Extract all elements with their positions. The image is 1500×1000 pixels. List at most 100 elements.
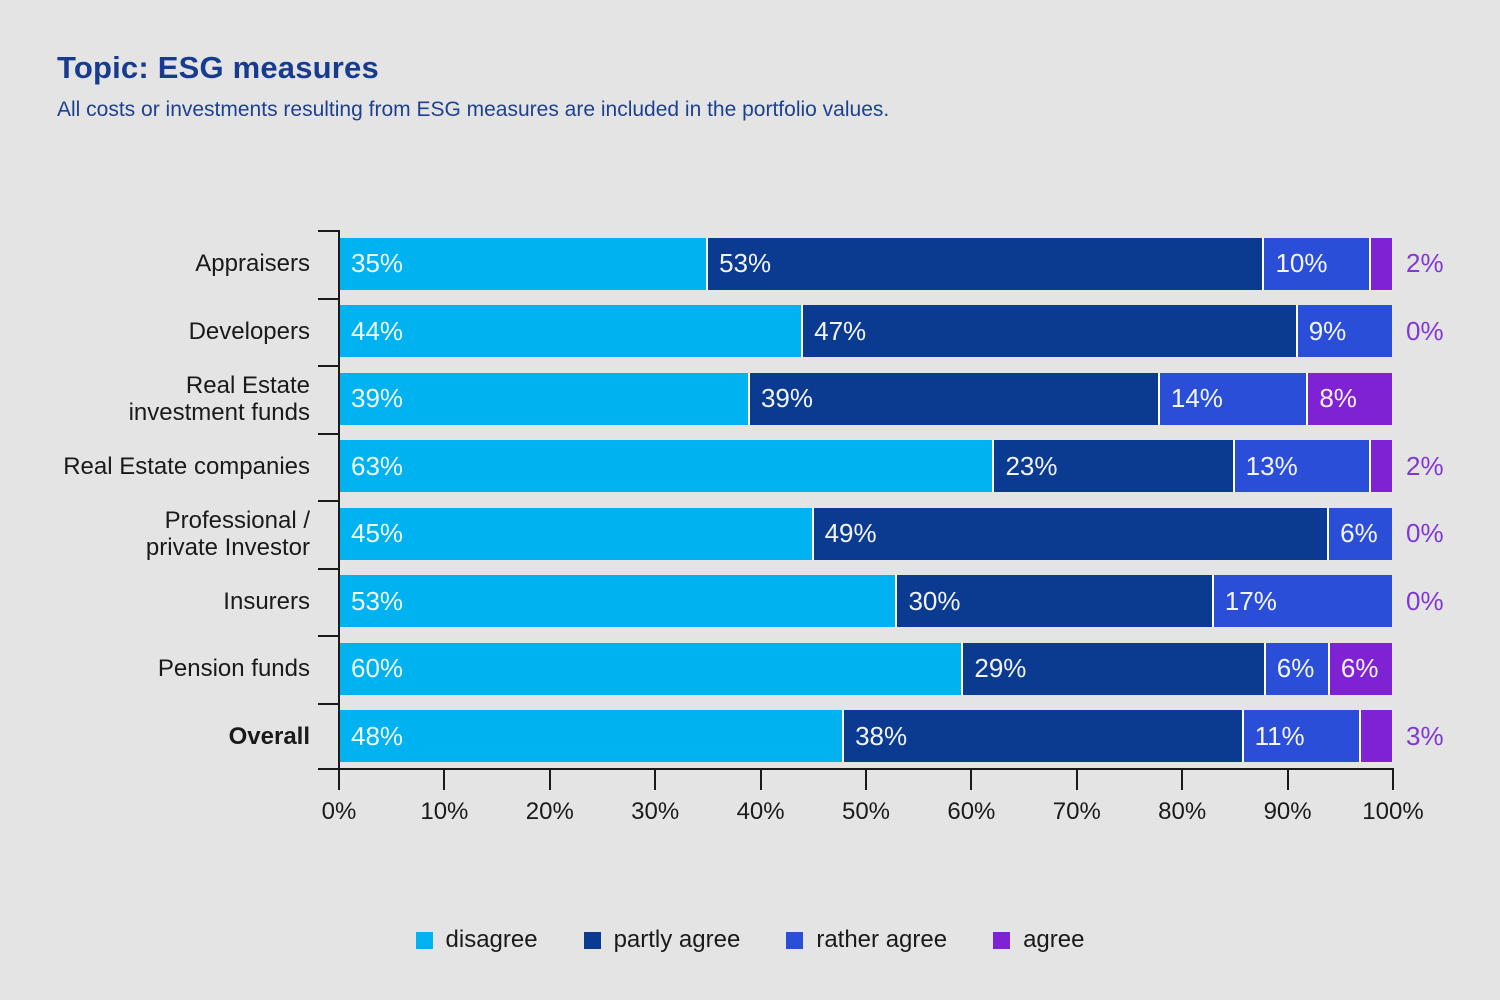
y-axis-tick	[318, 432, 338, 435]
segment-value-label: 35%	[351, 248, 404, 279]
x-axis-tick-label: 90%	[1263, 798, 1312, 825]
agree-outside-label: 0%	[1406, 315, 1444, 346]
bar-row: 53% 30% 17%	[340, 575, 1392, 628]
bar-segment-rather-agree: 9%	[1295, 305, 1392, 358]
bar-segment-partly-agree: 29%	[961, 642, 1264, 695]
bar-row: 45% 49% 6%	[340, 507, 1392, 560]
bar-segment-disagree: 45%	[340, 507, 812, 560]
x-axis-tick-label: 60%	[947, 798, 996, 825]
x-axis-tick	[1181, 770, 1184, 790]
bar-segment-partly-agree: 49%	[811, 507, 1328, 560]
agree-outside-label: 0%	[1406, 585, 1444, 616]
x-axis-tick	[548, 770, 551, 790]
chart-title: Topic: ESG measures	[57, 50, 379, 85]
segment-value-label: 6%	[1340, 518, 1378, 549]
legend-swatch-icon	[415, 931, 433, 949]
x-axis-tick-label: 30%	[631, 798, 680, 825]
category-label: Real Estate investment funds	[128, 371, 310, 426]
x-axis-tick-label: 20%	[525, 798, 574, 825]
segment-value-label: 49%	[824, 518, 877, 549]
x-axis-tick-label: 0%	[321, 798, 357, 825]
x-axis-tick	[759, 770, 762, 790]
legend-label: partly agree	[613, 926, 741, 953]
segment-value-label: 6%	[1340, 653, 1379, 684]
x-axis-tick-label: 40%	[736, 798, 785, 825]
agree-outside-label: 2%	[1406, 450, 1444, 481]
segment-value-label: 53%	[719, 248, 772, 279]
x-axis-line	[318, 768, 1394, 770]
bar-segment-rather-agree: 11%	[1241, 710, 1359, 763]
legend-label: rather agree	[816, 926, 948, 953]
x-axis-tick-label: 10%	[420, 798, 469, 825]
bar-segment-agree	[1369, 440, 1393, 493]
bar-segment-partly-agree: 53%	[706, 237, 1263, 290]
segment-value-label: 53%	[351, 585, 404, 616]
bar-segment-disagree: 35%	[340, 237, 707, 290]
chart-subtitle: All costs or investments resulting from …	[57, 98, 890, 121]
bar-segment-partly-agree: 39%	[747, 372, 1158, 425]
bar-segment-partly-agree: 30%	[895, 575, 1212, 628]
segment-value-label: 8%	[1319, 383, 1357, 414]
legend-swatch-icon	[786, 931, 804, 949]
x-axis-tick	[1075, 770, 1078, 790]
x-axis-tick	[970, 770, 973, 790]
legend: disagree partly agree rather agree agree	[0, 920, 1500, 960]
bar-row: 35% 53% 10%	[340, 237, 1392, 290]
bar-segment-partly-agree: 47%	[801, 305, 1296, 358]
legend-swatch-icon	[583, 931, 601, 949]
segment-value-label: 39%	[760, 383, 813, 414]
segment-value-label: 14%	[1170, 383, 1223, 414]
y-axis-tick	[318, 297, 338, 300]
bar-row: 60% 29% 6% 6%	[340, 642, 1393, 695]
bar-segment-disagree: 48%	[340, 710, 843, 763]
bar-segment-rather-agree: 14%	[1157, 372, 1307, 425]
bar-segment-rather-agree: 6%	[1263, 642, 1328, 695]
segment-value-label: 23%	[1005, 450, 1058, 481]
segment-value-label: 6%	[1276, 653, 1315, 684]
segment-value-label: 39%	[351, 383, 404, 414]
x-axis-tick	[1286, 770, 1289, 790]
bar-segment-disagree: 53%	[340, 575, 896, 628]
category-label: Professional / private Investor	[145, 506, 310, 561]
bar-segment-agree: 6%	[1327, 642, 1393, 695]
bar-segment-agree	[1358, 710, 1392, 763]
bar-segment-rather-agree: 6%	[1327, 507, 1392, 560]
legend-item: agree	[993, 926, 1084, 954]
bar-segment-rather-agree: 13%	[1232, 440, 1370, 493]
segment-value-label: 60%	[351, 653, 404, 684]
y-axis-tick	[318, 365, 338, 367]
bar-segment-rather-agree: 10%	[1262, 237, 1370, 290]
segment-value-label: 9%	[1308, 315, 1347, 346]
y-axis-tick	[318, 230, 338, 232]
agree-outside-label: 0%	[1406, 518, 1444, 549]
x-axis-tick-label: 70%	[1052, 798, 1101, 825]
segment-value-label: 29%	[974, 653, 1027, 684]
legend-label: agree	[1023, 926, 1085, 953]
category-label: Appraisers	[195, 250, 310, 278]
segment-value-label: 10%	[1275, 248, 1328, 279]
bar-segment-disagree: 44%	[340, 305, 802, 358]
agree-outside-label: 2%	[1406, 248, 1444, 279]
y-axis-line	[338, 230, 340, 770]
x-axis-tick	[654, 770, 657, 790]
category-label: Insurers	[223, 587, 310, 615]
segment-value-label: 17%	[1224, 585, 1277, 616]
category-label: Pension funds	[157, 655, 310, 683]
bar-row: 48% 38% 11%	[340, 710, 1392, 763]
segment-value-label: 44%	[351, 315, 404, 346]
segment-value-label: 45%	[351, 518, 404, 549]
segment-value-label: 63%	[351, 450, 404, 481]
legend-item: partly agree	[583, 926, 741, 954]
category-label: Overall	[228, 722, 310, 750]
segment-value-label: 13%	[1245, 450, 1298, 481]
plot-area: Appraisers 35% 53% 10% 2% Developers 44% 47% 9% 0…	[0, 230, 1500, 825]
x-axis-tick-label: 100%	[1362, 798, 1424, 825]
y-axis-tick	[318, 702, 338, 705]
segment-value-label: 38%	[855, 720, 908, 751]
x-axis-tick	[443, 770, 446, 790]
bar-segment-agree: 8%	[1306, 372, 1392, 425]
legend-swatch-icon	[993, 931, 1011, 949]
bar-segment-rather-agree: 17%	[1211, 575, 1392, 628]
bar-segment-partly-agree: 23%	[992, 440, 1233, 493]
bar-segment-disagree: 39%	[340, 372, 748, 425]
